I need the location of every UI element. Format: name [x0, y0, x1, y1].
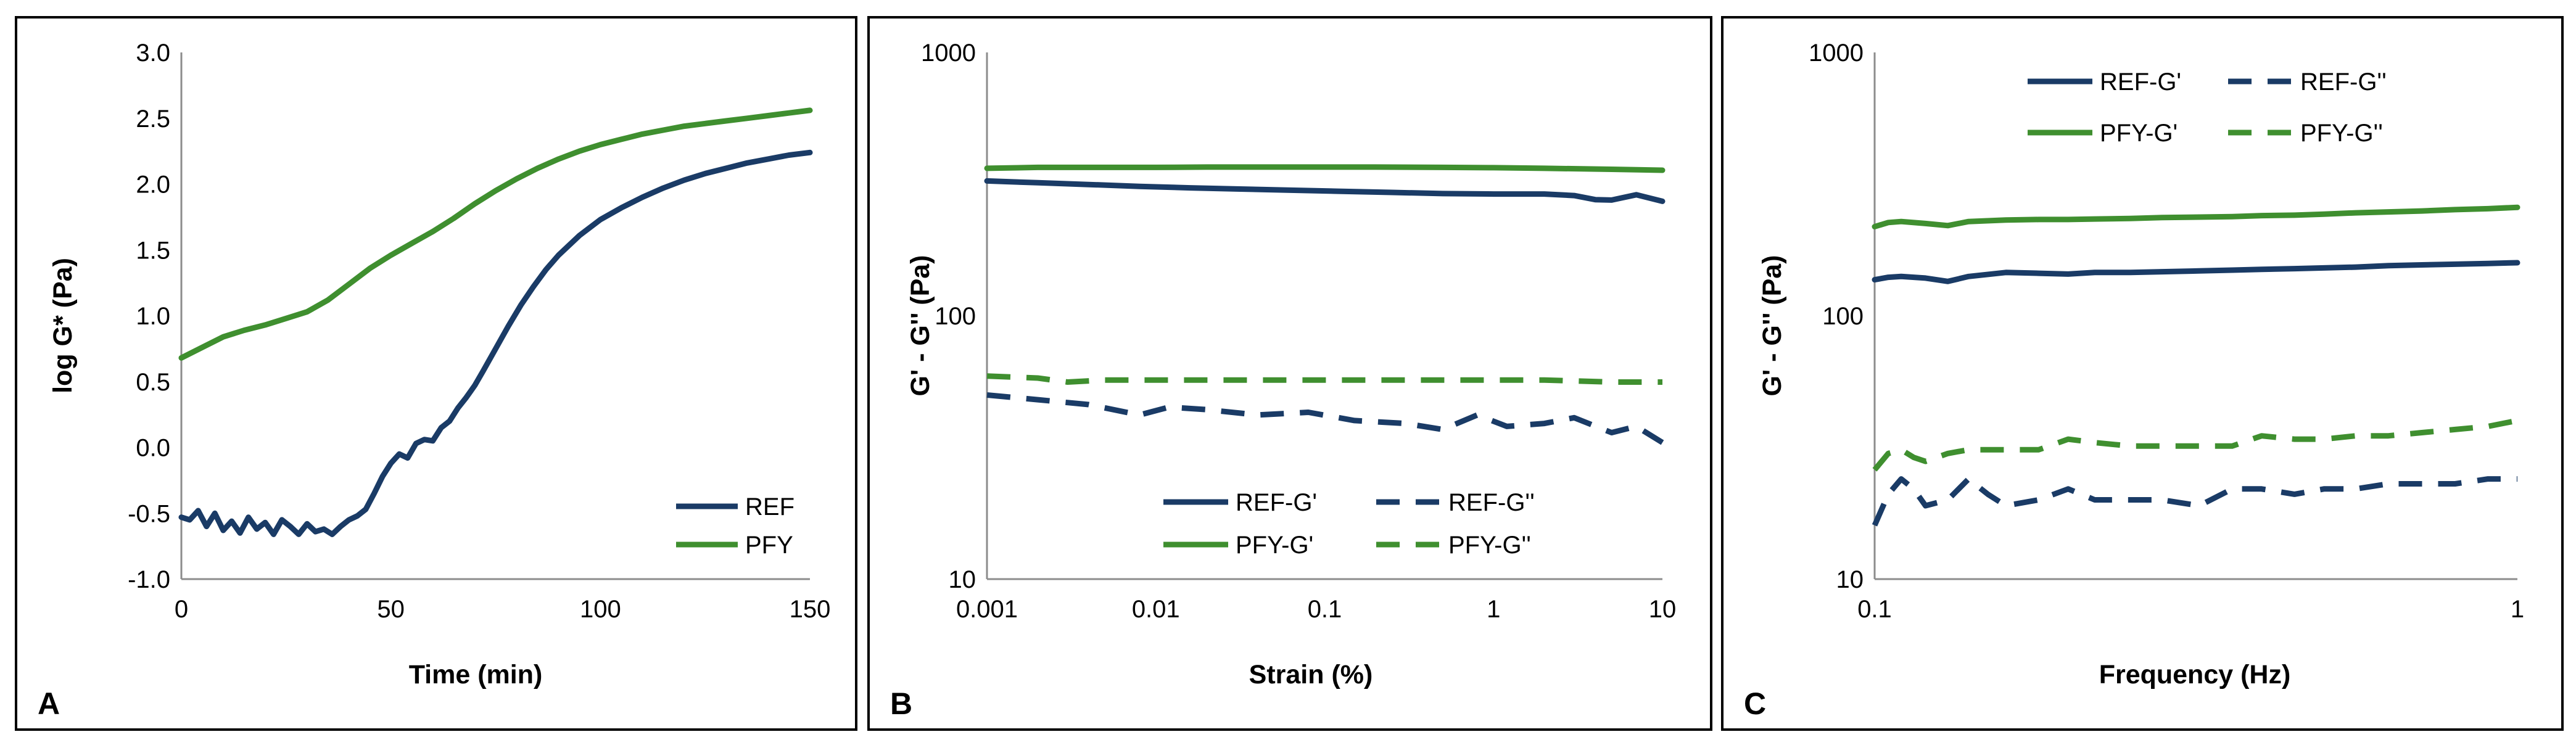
panel-c-series-pfy-g	[1872, 204, 2520, 229]
panel-c-tick-labels: 10 100 1000 0.1 1	[1809, 39, 2524, 623]
panel-a: -1.0 -0.5 0.0 0.5 1.0 1.5 2.0 2.5 3.0 0 50 100 150 T…	[15, 16, 857, 731]
panel-a-ylabel: log G* (Pa)	[48, 258, 78, 393]
panel-b-tick-labels: 10 100 1000 0.001 0.01 0.1 1 10	[921, 39, 1676, 623]
panel-c-series-ref-g	[1872, 476, 2517, 527]
panel-a-series-ref	[178, 149, 813, 537]
panel-b-legend-label-pfy-g: PFY-G''	[1448, 532, 1531, 559]
panel-b-series	[984, 164, 1666, 445]
panel-a-xtick-label: 150	[790, 596, 831, 623]
panel-c-frame	[1721, 16, 2564, 731]
panel-a-legend-label-ref: REF	[745, 493, 795, 521]
panel-a-ytick-label: 1.0	[136, 303, 170, 330]
panel-a-frame	[15, 16, 857, 731]
panel-a-letter: A	[38, 686, 60, 721]
panel-c-legend-label-ref-g: REF-G''	[2300, 68, 2387, 96]
panel-a-xtick-label: 0	[175, 596, 188, 623]
panel-c-series	[1872, 204, 2520, 527]
panel-c-legend-label-ref-g: REF-G'	[2100, 68, 2181, 96]
panel-c-ylabel: G' - G'' (Pa)	[1757, 255, 1787, 397]
panel-a-series-pfy	[178, 107, 813, 361]
panel-b-xtick-label: 0.01	[1132, 596, 1180, 623]
panel-a-series	[178, 107, 813, 537]
panel-b-series-pfy-g	[984, 164, 1666, 173]
panel-b-axes	[986, 52, 1662, 580]
panel-a-legend-label-pfy: PFY	[745, 532, 793, 559]
panel-a-xlabel: Time (min)	[409, 660, 543, 689]
panel-a-ytick-label: 1.5	[136, 237, 170, 264]
panel-b-legend-label-pfy-g: PFY-G'	[1236, 532, 1313, 559]
panel-a-ytick-label: 2.5	[136, 105, 170, 133]
panel-b-xlabel: Strain (%)	[1249, 660, 1373, 689]
panel-b-ytick-label: 1000	[921, 39, 976, 67]
panel-a-ytick-label: 0.0	[136, 435, 170, 462]
panel-a-tick-labels: -1.0 -0.5 0.0 0.5 1.0 1.5 2.0 2.5 3.0 0 50 100 150	[128, 39, 830, 623]
panel-b-legend-label-ref-g: REF-G'	[1236, 489, 1317, 516]
panel-a-xtick-label: 50	[377, 596, 405, 623]
panel-a-ytick-label: 0.5	[136, 369, 170, 396]
panel-a-ytick-label: 3.0	[136, 39, 170, 67]
panel-c-ytick-label: 100	[1822, 303, 1864, 330]
panel-c-legend-label-pfy-g: PFY-G'	[2100, 120, 2178, 147]
panel-c-xlabel: Frequency (Hz)	[2099, 660, 2291, 689]
panel-b-xtick-label: 0.1	[1308, 596, 1342, 623]
panel-b-ytick-label: 10	[949, 566, 976, 593]
panel-a-ytick-label: 2.0	[136, 171, 170, 199]
panel-b-series-pfy-g	[986, 373, 1662, 385]
panel-c-series-ref-g	[1872, 260, 2520, 284]
panel-b-xtick-label: 10	[1649, 596, 1677, 623]
panel-c-axes	[1873, 52, 2517, 580]
panel-a-axes	[180, 52, 810, 580]
panel-c-ytick-label: 10	[1836, 566, 1864, 593]
panel-b-series-ref-g	[984, 178, 1666, 204]
panel-b-xtick-label: 0.001	[956, 596, 1018, 623]
panel-c-ytick-label: 1000	[1809, 39, 1864, 67]
panel-c-legend-label-pfy-g: PFY-G''	[2300, 120, 2383, 147]
panel-c-series-pfy-g	[1872, 418, 2518, 472]
panel-b-frame	[867, 16, 1712, 731]
panel-c-xtick-label: 1	[2511, 596, 2524, 623]
panel-b-letter: B	[890, 686, 912, 721]
panel-c-legend: REF-G' REF-G'' PFY-G' PFY-G''	[2028, 68, 2387, 147]
panel-a-ytick-label: -0.5	[128, 500, 170, 527]
panel-b-legend-label-ref-g: REF-G''	[1448, 489, 1535, 516]
panel-c: 10 100 1000 0.1 1 Frequency (Hz) G' - G'' (P…	[1721, 16, 2564, 731]
panel-b: 10 100 1000 0.001 0.01 0.1 1 10 Strain (%) G' -…	[867, 16, 1712, 731]
panel-c-xtick-label: 0.1	[1857, 596, 1892, 623]
panel-c-letter: C	[1744, 686, 1766, 721]
panel-b-series-ref-g	[986, 392, 1664, 445]
panel-a-legend: REF PFY	[676, 493, 795, 559]
panel-a-ytick-label: -1.0	[128, 566, 170, 593]
panel-b-ytick-label: 100	[935, 303, 976, 330]
panel-b-xtick-label: 1	[1487, 596, 1500, 623]
panel-a-xtick-label: 100	[580, 596, 621, 623]
panel-b-ylabel: G' - G'' (Pa)	[906, 255, 935, 397]
panel-b-legend: REF-G' REF-G'' PFY-G' PFY-G''	[1163, 489, 1535, 559]
